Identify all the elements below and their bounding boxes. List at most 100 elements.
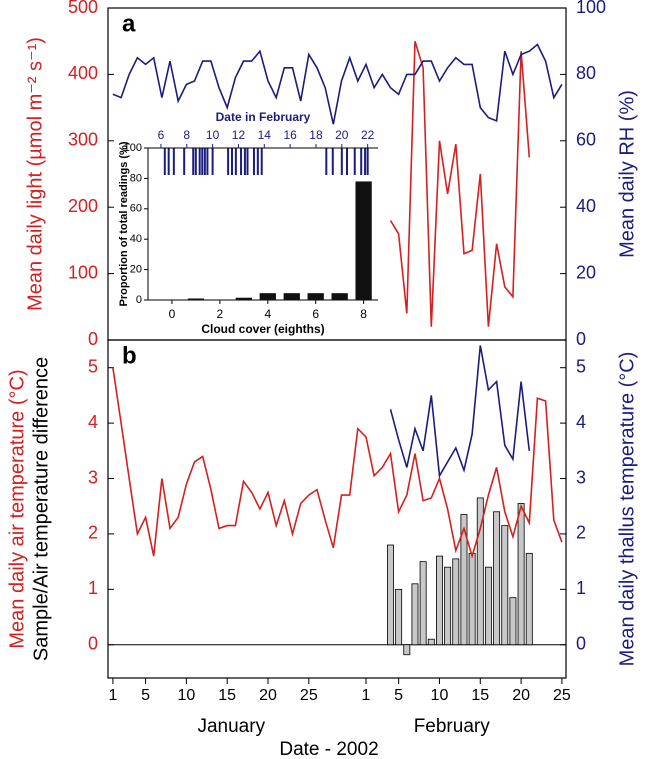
y2-tick-label: 20 xyxy=(576,262,596,282)
difference-bar xyxy=(476,497,484,646)
x-tick-label: 20 xyxy=(259,687,277,704)
difference-bar xyxy=(395,588,403,646)
y-tick-label: 1 xyxy=(88,578,98,598)
inset-x-tick-label: 8 xyxy=(360,307,367,321)
y-tick-label: 500 xyxy=(68,0,98,17)
y-tick-label: 400 xyxy=(68,63,98,83)
y2-tick-label: 3 xyxy=(576,467,586,487)
y2-tick-label: 60 xyxy=(576,130,596,150)
x-tick-label: 15 xyxy=(218,687,236,704)
cloud-bar xyxy=(187,298,205,300)
difference-bar xyxy=(484,566,492,646)
series-line xyxy=(112,367,563,559)
y-axis-title: Mean daily air temperature (°C) xyxy=(6,369,28,648)
inset-x-tick-label: 2 xyxy=(217,307,224,321)
y2-tick-label: 80 xyxy=(576,63,596,83)
difference-bar xyxy=(452,558,460,646)
inset-x-tick-label: 0 xyxy=(169,307,176,321)
y-tick-label: 0 xyxy=(88,634,98,654)
inset-x-tick-label: 6 xyxy=(312,307,319,321)
x-tick-label: 1 xyxy=(108,687,117,704)
inset-x2-tick-label: 22 xyxy=(361,128,375,142)
x-tick-label: 10 xyxy=(431,687,449,704)
x-tick-label: 25 xyxy=(300,687,318,704)
series-line xyxy=(389,345,531,479)
inset-x2-tick-label: 6 xyxy=(158,128,165,142)
panel-label: a xyxy=(122,10,136,37)
cloud-bar xyxy=(283,293,300,300)
inset-y-axis-title: Proportion of total readings (%) xyxy=(118,141,130,306)
y-tick-label: 200 xyxy=(68,196,98,216)
y-tick-label: 300 xyxy=(68,130,98,150)
difference-bar xyxy=(517,503,525,646)
month-label: February xyxy=(414,716,491,737)
difference-bar xyxy=(501,525,509,646)
y-tick-label: 0 xyxy=(88,329,98,349)
y2-tick-label: 4 xyxy=(576,412,586,432)
difference-bar xyxy=(387,544,394,646)
y-axis-title: Sample/Air temperature difference xyxy=(30,357,52,661)
difference-bar xyxy=(525,552,533,646)
panel-label: b xyxy=(122,342,137,369)
x-tick-label: 10 xyxy=(177,687,195,704)
inset-x2-tick-label: 20 xyxy=(335,128,349,142)
y-tick-label: 3 xyxy=(88,467,98,487)
difference-bar xyxy=(468,552,476,646)
inset-background xyxy=(148,148,378,300)
inset-x2-tick-label: 8 xyxy=(183,128,190,142)
inset-y-tick-label: 40 xyxy=(130,233,142,245)
inset-x-tick-label: 4 xyxy=(264,307,271,321)
inset-x2-axis-title: Date in February xyxy=(216,110,311,124)
x-tick-label: 1 xyxy=(362,687,371,704)
x-axis-title: Date - 2002 xyxy=(279,739,378,759)
x-tick-label: 5 xyxy=(394,687,403,704)
cloud-bar xyxy=(355,181,372,300)
difference-bar xyxy=(493,511,501,646)
inset-x2-tick-label: 14 xyxy=(258,128,272,142)
cloud-bar xyxy=(307,293,324,300)
difference-bar xyxy=(435,555,443,646)
difference-bar xyxy=(460,514,468,646)
y-tick-label: 5 xyxy=(88,356,98,376)
y2-tick-label: 2 xyxy=(576,523,586,543)
inset-x2-tick-label: 12 xyxy=(232,128,246,142)
difference-bar xyxy=(403,644,411,656)
y2-tick-label: 1 xyxy=(576,578,586,598)
inset-y-tick-label: 0 xyxy=(136,294,142,306)
x-tick-label: 25 xyxy=(553,687,571,704)
y2-tick-label: 0 xyxy=(576,634,586,654)
inset-x2-tick-label: 10 xyxy=(206,128,220,142)
y-tick-label: 2 xyxy=(88,523,98,543)
series-line xyxy=(112,43,563,125)
inset-y-tick-label: 100 xyxy=(124,142,142,154)
y2-tick-label: 0 xyxy=(576,329,586,349)
month-label: January xyxy=(197,716,265,737)
y2-tick-label: 5 xyxy=(576,356,586,376)
inset-x-axis-title: Cloud cover (eighths) xyxy=(201,322,324,336)
y2-axis-title: Mean daily thallus temperature (°C) xyxy=(616,352,638,667)
y-axis-title: Mean daily light (µmol m⁻² s⁻¹) xyxy=(24,37,46,311)
inset-y-tick-label: 80 xyxy=(130,172,142,184)
inset-y-tick-label: 60 xyxy=(130,203,142,215)
difference-bar xyxy=(509,597,517,646)
inset-x2-tick-label: 18 xyxy=(309,128,323,142)
x-tick-label: 20 xyxy=(512,687,530,704)
series-line xyxy=(389,40,531,327)
difference-bar xyxy=(427,638,435,646)
x-tick-label: 5 xyxy=(141,687,150,704)
y2-tick-label: 40 xyxy=(576,196,596,216)
inset-x2-tick-label: 16 xyxy=(283,128,297,142)
difference-bar xyxy=(411,583,419,646)
difference-bar xyxy=(419,561,427,646)
cloud-bar xyxy=(331,293,348,300)
y2-axis-title: Mean daily RH (%) xyxy=(616,90,638,258)
inset-y-tick-label: 20 xyxy=(130,264,142,276)
difference-bar xyxy=(444,566,452,646)
cloud-bar xyxy=(235,297,252,300)
plot-frame xyxy=(107,339,567,679)
x-tick-label: 15 xyxy=(471,687,489,704)
cloud-bar xyxy=(259,293,276,300)
y2-tick-label: 100 xyxy=(576,0,606,17)
y-tick-label: 100 xyxy=(68,262,98,282)
